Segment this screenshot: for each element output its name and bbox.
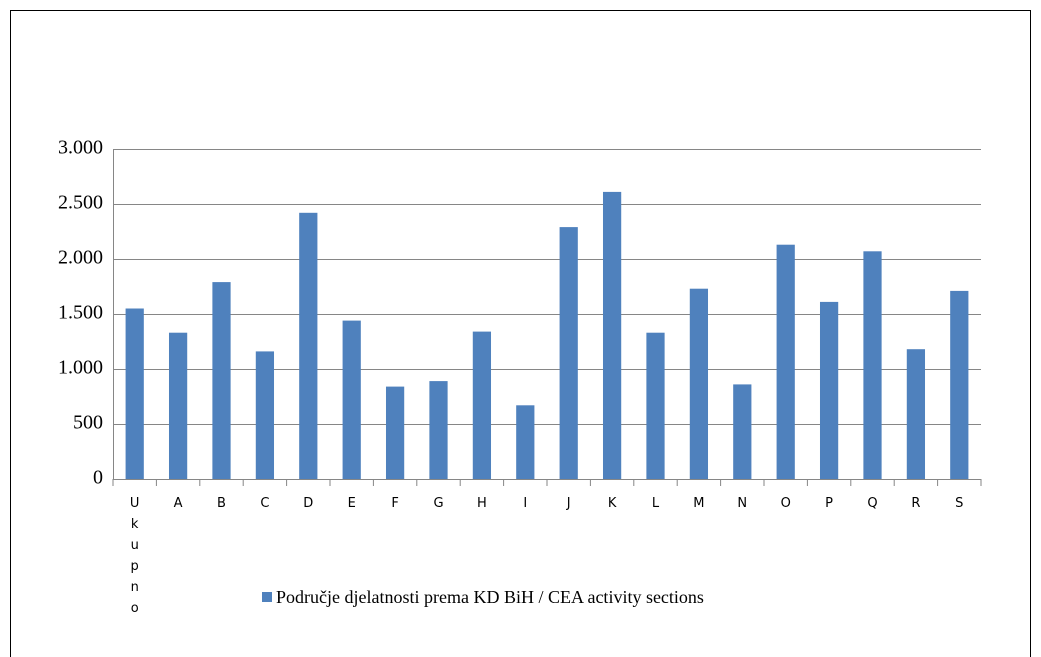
bar — [299, 212, 318, 480]
bar — [385, 386, 405, 479]
bar — [472, 331, 492, 479]
y-tick-label: 500 — [73, 412, 103, 434]
x-tick-label: Q — [867, 496, 878, 511]
bar — [255, 351, 275, 479]
frame — [10, 10, 1031, 657]
y-tick-label: 2.500 — [58, 192, 103, 214]
x-tick-label: P — [825, 496, 834, 511]
x-tick-label: H — [477, 496, 487, 511]
x-tick-label: N — [737, 496, 748, 511]
bar — [602, 191, 622, 479]
y-tick-label: 3.000 — [58, 137, 103, 159]
bar — [776, 244, 795, 479]
bar — [950, 290, 969, 479]
y-tick-label: 1.500 — [58, 302, 103, 324]
x-tick-label: A — [173, 496, 183, 511]
x-tick-label: C — [260, 496, 270, 511]
legend-label: Područje djelatnosti prema KD BiH / CEA … — [276, 587, 704, 607]
bar — [342, 320, 361, 479]
bar — [125, 308, 144, 479]
legend-swatch — [262, 592, 272, 602]
bar — [516, 405, 535, 479]
y-tick-label: 2.000 — [58, 247, 103, 269]
x-tick-label: L — [651, 496, 660, 511]
bar — [429, 381, 448, 479]
x-tick-label: I — [523, 496, 528, 511]
x-tick-label: D — [303, 496, 314, 511]
x-tick-label: O — [780, 496, 791, 511]
x-tick-label: E — [347, 496, 356, 511]
bar — [733, 384, 752, 479]
x-tick-label: G — [433, 496, 444, 511]
x-tick-label: J — [566, 496, 571, 511]
x-tick-label: R — [911, 496, 921, 511]
y-tick-label: 1.000 — [58, 357, 103, 379]
x-tick-label: Ukupno — [129, 496, 140, 616]
x-tick-label: F — [391, 496, 399, 511]
x-tick-label: M — [693, 496, 705, 511]
bar — [559, 227, 578, 479]
bar — [689, 288, 709, 479]
bar — [212, 282, 231, 479]
y-tick-label: 0 — [93, 467, 103, 489]
x-tick-label: S — [955, 496, 964, 511]
x-tick-label: K — [607, 496, 617, 511]
x-tick-label: B — [217, 496, 226, 511]
bar — [646, 332, 665, 479]
bar — [168, 332, 188, 479]
bar — [863, 251, 882, 479]
bar — [819, 301, 839, 479]
bar — [906, 349, 926, 479]
